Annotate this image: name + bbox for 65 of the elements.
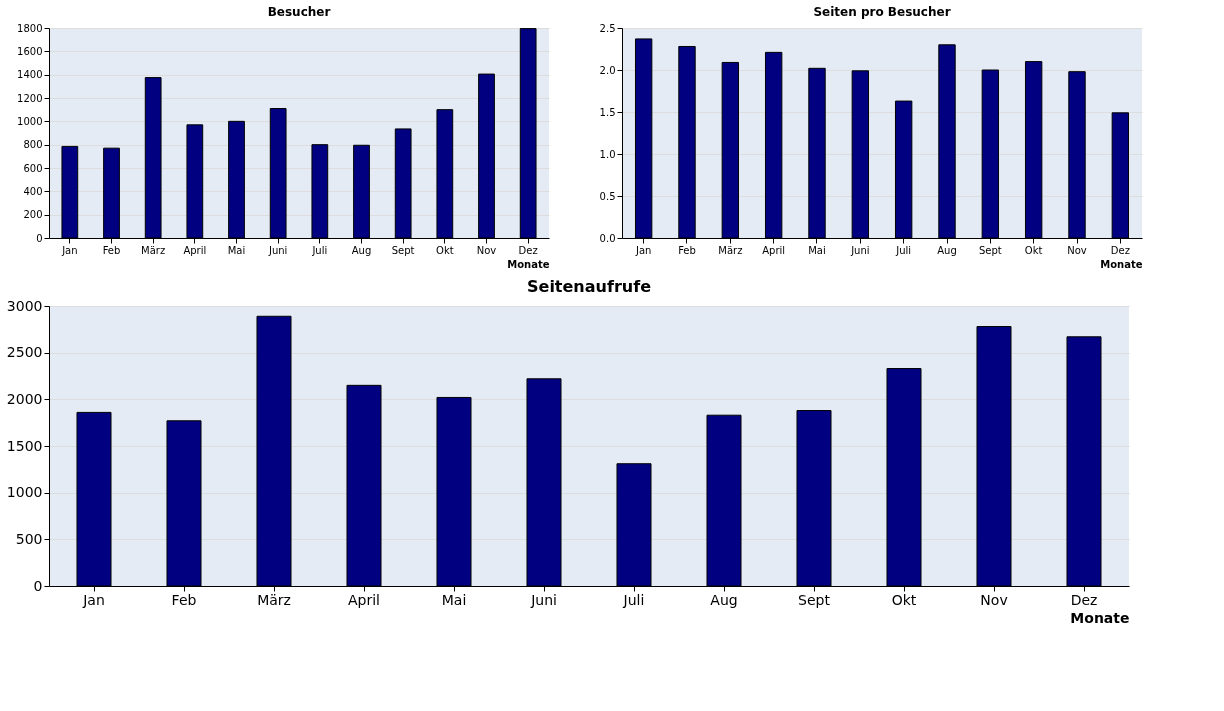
x-tick-label: Sept: [978, 244, 1002, 256]
y-tick-label: 2.5: [599, 22, 616, 34]
y-tick-label: 1800: [17, 22, 43, 34]
x-tick-label: Juli: [311, 244, 328, 256]
x-tick-label: Nov: [980, 591, 1008, 608]
x-tick-label: Okt: [891, 591, 917, 608]
x-tick-label: Nov: [1067, 244, 1087, 256]
x-tick-label: Dez: [518, 244, 538, 256]
x-tick-label: März: [257, 591, 291, 608]
y-tick-label: 0: [33, 577, 43, 594]
x-tick-label: Mai: [808, 244, 826, 256]
chart-title: Seiten pro Besucher: [813, 5, 951, 19]
x-tick-label: April: [348, 591, 380, 608]
x-tick-label: März: [718, 244, 743, 256]
y-tick-label: 600: [23, 162, 43, 174]
y-tick-label: 1500: [6, 437, 43, 454]
y-tick-label: 200: [23, 209, 43, 221]
y-tick-label: 0.0: [599, 232, 616, 244]
y-tick-label: 3000: [6, 297, 43, 314]
x-tick-label: Sept: [391, 244, 415, 256]
x-tick-label: Aug: [351, 244, 372, 256]
x-tick-label: Nov: [476, 244, 497, 256]
x-tick-label: Feb: [102, 244, 121, 256]
y-tick-label: 2500: [6, 344, 43, 361]
y-tick-label: 0.5: [599, 190, 616, 202]
x-tick-label: Juni: [850, 244, 870, 256]
y-tick-label: 400: [23, 185, 43, 197]
x-tick-label: Juni: [267, 244, 288, 256]
x-tick-label: Dez: [1110, 244, 1130, 256]
y-tick-label: 800: [23, 139, 43, 151]
y-tick-label: 0: [36, 232, 43, 244]
x-tick-label: Okt: [436, 244, 454, 256]
y-tick-label: 2.0: [599, 64, 616, 76]
x-tick-label: Aug: [937, 244, 957, 256]
x-tick-label: Feb: [171, 591, 197, 608]
y-tick-label: 1000: [17, 115, 43, 127]
x-tick-label: Mai: [441, 591, 467, 608]
x-tick-label: April: [183, 244, 207, 256]
x-tick-label: Jan: [82, 591, 105, 608]
x-tick-label: Feb: [678, 244, 696, 256]
x-tick-label: Jan: [634, 244, 652, 256]
y-tick-label: 1000: [6, 484, 43, 501]
x-tick-label: Juli: [622, 591, 645, 608]
y-tick-label: 1400: [17, 69, 43, 81]
x-tick-label: Jan: [61, 244, 78, 256]
x-tick-label: Juli: [895, 244, 912, 256]
y-tick-label: 500: [15, 530, 43, 547]
y-tick-label: 1.0: [599, 148, 616, 160]
x-axis-title: Monate: [507, 258, 550, 270]
y-tick-label: 2000: [6, 390, 43, 407]
x-axis-title: Monate: [1070, 609, 1130, 626]
x-tick-label: Okt: [1024, 244, 1043, 256]
y-tick-label: 1200: [17, 92, 43, 104]
x-tick-label: März: [141, 244, 166, 256]
x-tick-label: Sept: [798, 591, 831, 608]
x-tick-label: Dez: [1070, 591, 1098, 608]
x-axis-title: Monate: [1100, 258, 1143, 270]
y-tick-label: 1600: [17, 45, 43, 57]
chart-title: Seitenaufrufe: [527, 277, 652, 296]
chart-title: Besucher: [267, 5, 331, 19]
x-tick-label: Mai: [227, 244, 246, 256]
x-tick-label: April: [762, 244, 786, 256]
x-tick-label: Juni: [530, 591, 557, 608]
y-tick-label: 1.5: [599, 106, 616, 118]
x-tick-label: Aug: [710, 591, 738, 608]
